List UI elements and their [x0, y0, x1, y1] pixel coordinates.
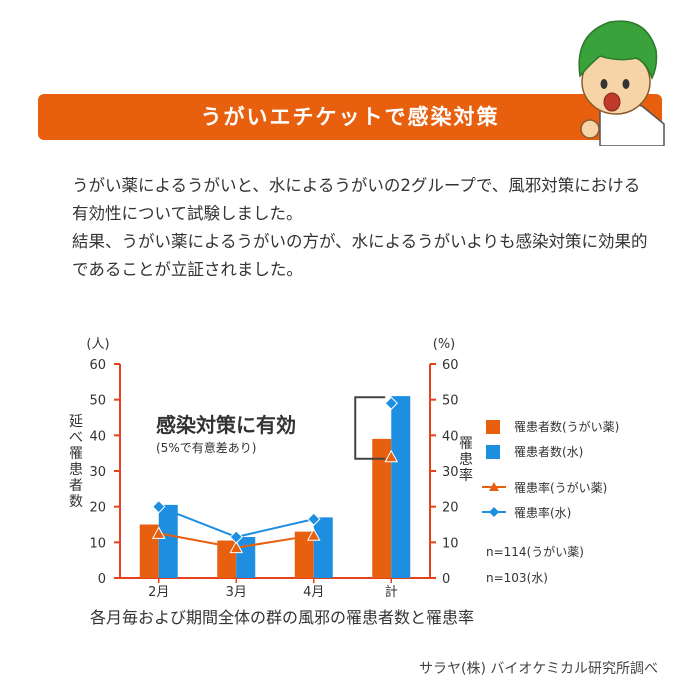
- left-tick-label: 10: [89, 536, 106, 551]
- legend-label: 罹患者数(うがい薬): [514, 419, 619, 434]
- left-axis-label: 患: [69, 462, 83, 478]
- legend-marker-diamond: [489, 507, 499, 517]
- right-tick-label: 0: [442, 572, 450, 587]
- line-point-diamond: [384, 396, 398, 410]
- sample-note: n=114(うがい薬): [486, 544, 584, 559]
- annotation-main: 感染対策に有効: [156, 413, 296, 437]
- right-axis-label: 罹: [459, 436, 473, 452]
- annotation-sub: (5%で有意差あり): [156, 440, 256, 455]
- intro-paragraph-1: うがい薬によるうがいと、水によるうがいの2グループで、風邪対策における有効性につ…: [72, 176, 641, 223]
- line-point-triangle: [229, 540, 244, 554]
- left-tick-label: 30: [89, 465, 106, 480]
- bar: [372, 438, 392, 578]
- bar: [294, 531, 314, 578]
- left-axis-label: べ: [69, 430, 83, 446]
- right-axis-label: 患: [459, 452, 473, 468]
- right-axis-unit: (%): [433, 337, 456, 352]
- line-point-triangle: [384, 449, 399, 463]
- right-tick-label: 60: [442, 358, 459, 373]
- left-tick-label: 20: [89, 501, 106, 516]
- left-tick-label: 50: [89, 394, 106, 409]
- left-tick-label: 40: [89, 429, 106, 444]
- banner-title: うがいエチケットで感染対策: [200, 105, 500, 129]
- left-tick-label: 60: [89, 358, 106, 373]
- left-axis-label: 罹: [69, 446, 83, 462]
- source-note: サラヤ(株) バイオケミカル研究所調べ: [419, 661, 658, 677]
- mascot-illustration: [578, 20, 665, 146]
- x-tick-label: 4月: [303, 585, 324, 600]
- line-point-triangle: [306, 528, 321, 541]
- right-tick-label: 10: [442, 536, 459, 551]
- bar: [158, 504, 178, 578]
- right-axis-label: 率: [459, 467, 473, 484]
- line-point-diamond: [307, 512, 321, 526]
- line-point-triangle: [151, 526, 166, 539]
- legend-label: 罹患率(水): [514, 505, 571, 520]
- left-axis-label: 者: [69, 478, 83, 494]
- intro-text: うがい薬によるうがいと、水によるうがいの2グループで、風邪対策における有効性につ…: [72, 172, 652, 284]
- bar: [313, 517, 333, 578]
- right-tick-label: 30: [442, 465, 459, 480]
- bar: [236, 536, 256, 578]
- significance-bracket: [354, 396, 386, 460]
- right-tick-label: 50: [442, 394, 459, 409]
- legend-swatch: [486, 445, 500, 459]
- legend-swatch: [486, 420, 500, 434]
- left-axis-label: 延: [69, 414, 83, 430]
- line-point-diamond: [152, 499, 166, 514]
- line-point-diamond: [229, 530, 243, 544]
- right-tick-label: 20: [442, 501, 459, 516]
- chart-caption: 各月毎および期間全体の群の風邪の罹患者数と罹患率: [90, 608, 475, 627]
- legend-marker-triangle: [489, 482, 499, 491]
- left-axis-label: 数: [69, 494, 83, 510]
- left-tick-label: 0: [98, 572, 106, 587]
- x-tick-label: 2月: [148, 585, 169, 600]
- intro-paragraph-2: 結果、うがい薬によるうがいの方が、水によるうがいよりも感染対策に効果的であること…: [72, 232, 648, 279]
- legend-label: 罹患者数(水): [514, 444, 583, 459]
- title-banner: うがいエチケットで感染対策: [38, 94, 662, 140]
- x-tick-label: 計: [385, 584, 398, 600]
- x-tick-label: 3月: [226, 585, 247, 600]
- sample-note: n=103(水): [486, 571, 548, 585]
- left-axis-unit: (人): [86, 337, 109, 352]
- legend-label: 罹患率(うがい薬): [514, 480, 607, 495]
- right-tick-label: 40: [442, 429, 459, 444]
- bar: [391, 396, 411, 578]
